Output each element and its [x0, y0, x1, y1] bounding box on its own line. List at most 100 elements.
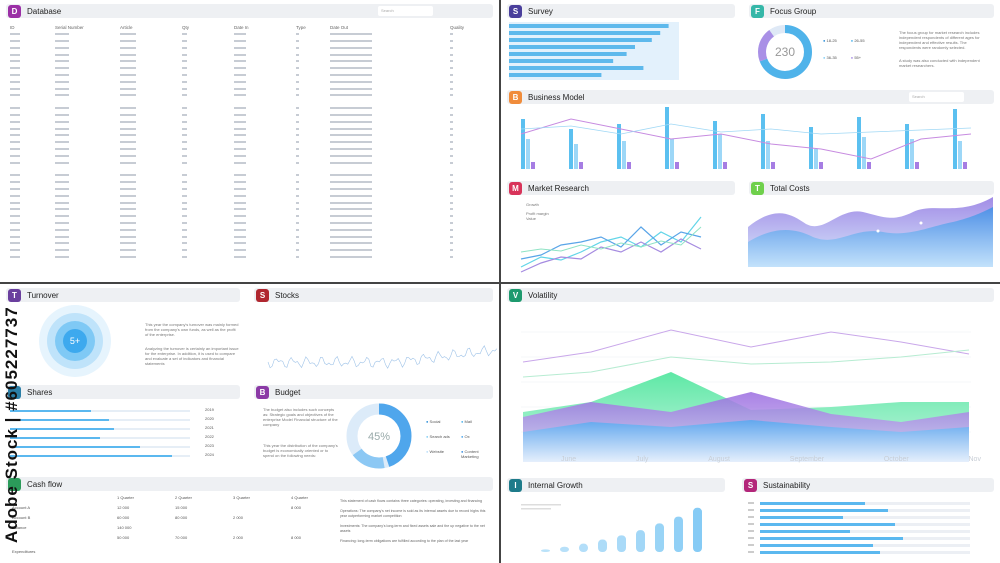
table-cell — [8, 233, 53, 240]
table-cell — [448, 85, 466, 92]
bottom-right-quadrant: V Volatility June July August September … — [501, 284, 1000, 563]
table-cell — [118, 132, 180, 139]
table-cell — [53, 105, 118, 112]
table-row[interactable] — [8, 152, 466, 159]
table-cell — [448, 38, 466, 45]
table-row[interactable] — [8, 132, 466, 139]
table-cell — [328, 72, 448, 79]
database-search-input[interactable]: Search — [378, 6, 433, 16]
table-row[interactable] — [8, 139, 466, 146]
table-cell — [8, 179, 53, 186]
table-row[interactable] — [8, 159, 466, 166]
table-row[interactable] — [8, 206, 466, 213]
focus-text-1: The focus group for market research incl… — [899, 30, 980, 50]
shares-bar — [10, 410, 91, 412]
biz-bar — [675, 162, 679, 169]
table-cell — [232, 179, 294, 186]
table-row[interactable] — [8, 65, 466, 72]
table-cell — [232, 65, 294, 72]
cashflow-cell: 60 000 — [117, 515, 130, 520]
table-cell — [53, 112, 118, 119]
table-row[interactable] — [8, 31, 466, 38]
table-cell — [328, 206, 448, 213]
table-cell — [118, 206, 180, 213]
market-research-title: Market Research — [528, 183, 589, 193]
table-row[interactable] — [8, 172, 466, 179]
table-cell — [328, 233, 448, 240]
biz-bar — [521, 119, 525, 169]
table-row[interactable] — [8, 199, 466, 206]
table-row[interactable] — [8, 192, 466, 199]
biz-bar — [574, 144, 578, 169]
table-row[interactable] — [8, 58, 466, 65]
table-row[interactable] — [8, 125, 466, 132]
table-cell — [328, 152, 448, 159]
table-cell — [448, 254, 466, 261]
table-cell — [232, 233, 294, 240]
table-cell — [448, 192, 466, 199]
table-row[interactable] — [8, 92, 466, 99]
table-cell — [328, 247, 448, 254]
table-cell — [328, 186, 448, 193]
survey-bar — [509, 59, 614, 63]
table-row[interactable] — [8, 78, 466, 85]
biz-bar — [857, 117, 861, 169]
table-row[interactable] — [8, 72, 466, 79]
sustainability-bar — [760, 523, 895, 526]
business-model-badge: B — [509, 90, 522, 104]
database-panel: D Database Search ID Serial Number Artic… — [0, 0, 499, 282]
table-cell — [448, 247, 466, 254]
legend-item: ● Website — [426, 449, 444, 454]
table-cell — [53, 206, 118, 213]
table-row[interactable] — [8, 85, 466, 92]
table-cell — [328, 220, 448, 227]
table-cell — [232, 192, 294, 199]
sustainability-bar — [760, 537, 903, 540]
table-cell — [180, 132, 232, 139]
survey-bar — [509, 66, 644, 70]
table-cell — [232, 132, 294, 139]
focus-group-badge: F — [751, 4, 764, 18]
focus-group-panel: F Focus Group 230 ● 18-25 ● 26-55 ● 36-3… — [743, 0, 1000, 84]
table-cell — [118, 51, 180, 58]
table-row[interactable] — [8, 226, 466, 233]
sustainability-label — [748, 530, 754, 532]
table-row[interactable] — [8, 213, 466, 220]
table-row[interactable] — [8, 112, 466, 119]
table-cell — [294, 220, 328, 227]
sustainability-row — [748, 521, 988, 528]
cashflow-cell: 2 000 — [233, 535, 244, 540]
survey-bar — [509, 31, 661, 35]
biz-bar — [958, 141, 962, 169]
market-research-chart — [520, 216, 702, 273]
table-row[interactable] — [8, 38, 466, 45]
table-row[interactable] — [8, 51, 466, 58]
cashflow-table: 1 Quarter 2 Quarter 3 Quarter 4 Quarter … — [12, 495, 332, 554]
table-cell — [8, 58, 53, 65]
table-row[interactable] — [8, 233, 466, 240]
table-cell — [53, 78, 118, 85]
table-row[interactable] — [8, 220, 466, 227]
table-row[interactable] — [8, 179, 466, 186]
table-row[interactable] — [8, 118, 466, 125]
business-search-input[interactable]: Search — [909, 92, 964, 102]
shares-track — [10, 410, 190, 412]
volatility-xaxis: June July August September October Nov — [561, 456, 981, 463]
table-row[interactable] — [8, 146, 466, 153]
table-row[interactable] — [8, 105, 466, 112]
table-row[interactable] — [8, 186, 466, 193]
table-cell — [53, 172, 118, 179]
table-cell — [180, 78, 232, 85]
table-cell — [8, 38, 53, 45]
table-cell — [8, 118, 53, 125]
internal-growth-badge: I — [509, 478, 522, 492]
table-row[interactable] — [8, 240, 466, 247]
table-cell — [328, 92, 448, 99]
biz-bar — [915, 162, 919, 169]
volatility-panel: V Volatility June July August September … — [501, 284, 1000, 469]
shares-bar — [10, 455, 172, 457]
cashflow-row: 50 000 70 000 2 000 8 000 — [12, 535, 332, 545]
table-row[interactable] — [8, 247, 466, 254]
table-row[interactable] — [8, 254, 466, 261]
table-row[interactable] — [8, 44, 466, 51]
